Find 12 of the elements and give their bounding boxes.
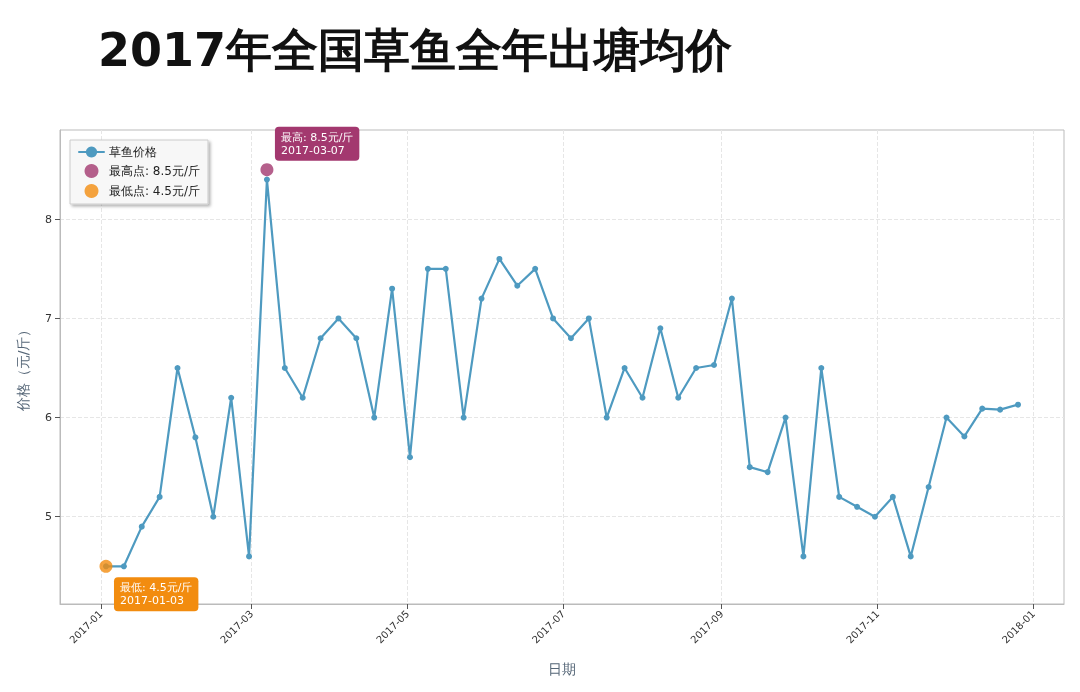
- y-tick-label: 8: [45, 212, 52, 226]
- annotation: 最低: 4.5元/斤 2017-01-03: [119, 581, 193, 608]
- legend-label: 最高点: 8.5元/斤: [109, 164, 200, 178]
- legend-label: 草鱼价格: [109, 145, 157, 159]
- chart-title: 2017年全国草鱼全年出塘均价: [98, 23, 733, 77]
- y-tick-label: 7: [45, 311, 52, 325]
- y-tick-label: 5: [45, 510, 52, 524]
- annotation: 最高: 8.5元/斤 2017-03-07: [280, 130, 354, 157]
- legend-label: 最低点: 4.5元/斤: [109, 184, 200, 198]
- y-axis-title: 价格（元/斤）: [15, 322, 31, 413]
- y-tick-label: 6: [45, 411, 52, 425]
- x-axis-title: 日期: [548, 661, 576, 677]
